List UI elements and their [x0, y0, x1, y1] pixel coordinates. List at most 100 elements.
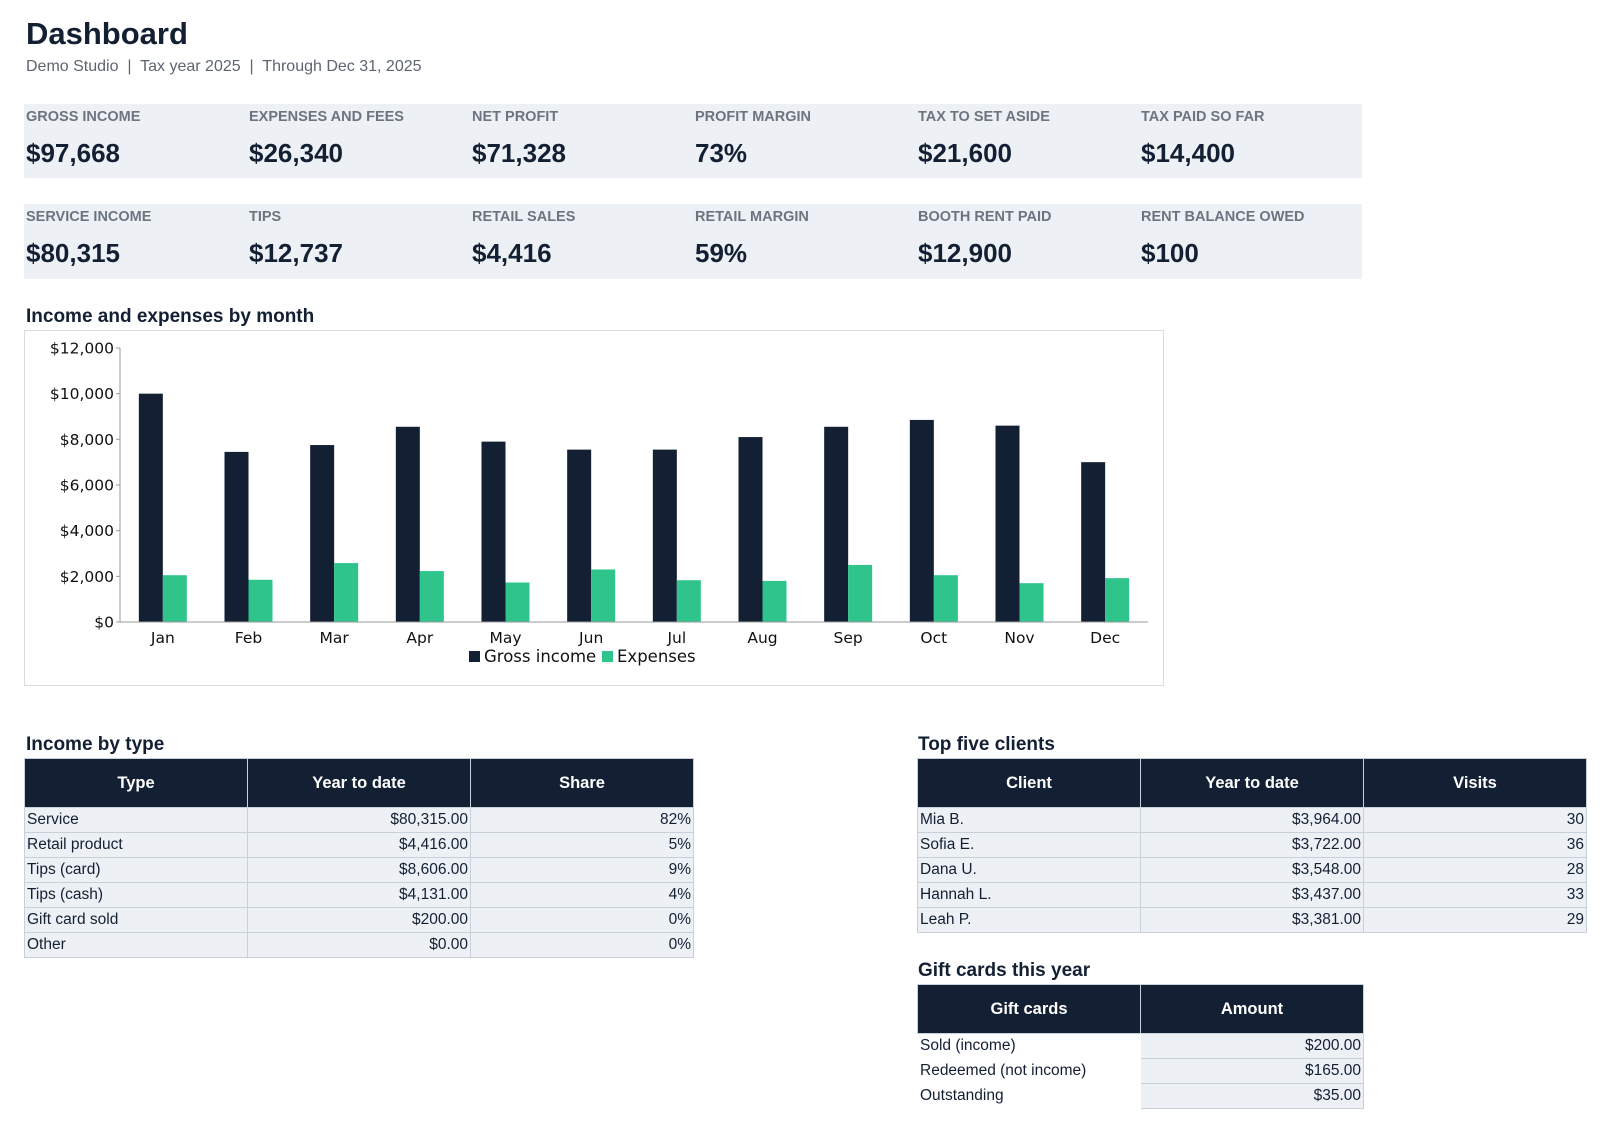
kpi-label: PROFIT MARGIN	[695, 109, 811, 125]
table-cell: Retail product	[24, 832, 248, 858]
table-row: Retail product $4,416.00 5%	[24, 832, 694, 858]
table-row: Tips (cash) $4,131.00 4%	[24, 882, 694, 908]
y-tick-label: $4,000	[60, 522, 114, 540]
bar-gross-income-nov	[995, 425, 1020, 622]
bar-gross-income-jul	[652, 449, 677, 622]
kpi-label: RETAIL MARGIN	[695, 209, 809, 225]
table-cell: $0.00	[247, 932, 471, 958]
table-row: Other $0.00 0%	[24, 932, 694, 958]
bar-gross-income-jan	[138, 393, 163, 622]
kpi-label: RENT BALANCE OWED	[1141, 209, 1305, 225]
table-cell: Hannah L.	[917, 882, 1141, 908]
table-cell: $4,131.00	[247, 882, 471, 908]
bar-expenses-feb	[248, 579, 273, 622]
table-cell: Mia B.	[917, 807, 1141, 833]
table-header-row: Gift cards Amount	[917, 984, 1364, 1034]
table-cell: Leah P.	[917, 907, 1141, 933]
table-row: Leah P. $3,381.00 29	[917, 907, 1587, 933]
bar-expenses-jan	[162, 575, 187, 622]
y-tick-label: $0	[94, 614, 114, 632]
column-header: Year to date	[1140, 758, 1364, 808]
x-tick-label: Feb	[235, 629, 262, 647]
table-cell: 33	[1363, 882, 1587, 908]
x-tick-label: Oct	[920, 629, 947, 647]
bar-expenses-aug	[762, 580, 787, 622]
table-row: Sofia E. $3,722.00 36	[917, 832, 1587, 858]
table-cell: Redeemed (not income)	[917, 1058, 1141, 1084]
bar-gross-income-mar	[310, 445, 335, 622]
kpi-value: $14,400	[1141, 138, 1235, 168]
table-cell: 30	[1363, 807, 1587, 833]
table-header-row: Type Year to date Share	[24, 758, 694, 808]
bar-gross-income-jun	[567, 449, 592, 622]
gift-cards-table: Gift cards Amount Sold (income) $200.00 Red…	[917, 984, 1364, 1109]
x-tick-label: Nov	[1004, 629, 1034, 647]
table-cell: $8,606.00	[247, 857, 471, 883]
table-cell: 9%	[470, 857, 694, 883]
table-row: Hannah L. $3,437.00 33	[917, 882, 1587, 908]
chart-legend: Gross income Expenses	[469, 647, 696, 666]
y-axis-ticks: $0 $2,000 $4,000 $6,000 $8,000 $10,000 $12,000	[50, 340, 120, 632]
page-title: Dashboard	[26, 16, 188, 51]
column-header: Type	[24, 758, 248, 808]
kpi-row-breakdown: SERVICE INCOME $80,315 TIPS $12,737 RETA…	[24, 204, 1362, 279]
table-cell: 82%	[470, 807, 694, 833]
table-row: Mia B. $3,964.00 30	[917, 807, 1587, 833]
table-cell: Other	[24, 932, 248, 958]
table-cell: $3,381.00	[1140, 907, 1364, 933]
kpi-value: $71,328	[472, 138, 566, 168]
kpi-label: NET PROFIT	[472, 109, 559, 125]
table-cell: 4%	[470, 882, 694, 908]
y-tick-label: $6,000	[60, 477, 114, 495]
table-row: Tips (card) $8,606.00 9%	[24, 857, 694, 883]
x-axis-ticks: Jan Feb Mar Apr May Jun Jul Aug Sep Oct Nov Dec	[150, 629, 1120, 647]
bar-expenses-nov	[1019, 583, 1044, 622]
kpi-label: TIPS	[249, 209, 282, 225]
table-cell: $165.00	[1140, 1058, 1364, 1084]
table-cell: 5%	[470, 832, 694, 858]
x-tick-label: Aug	[747, 629, 777, 647]
income-expenses-chart: $0 $2,000 $4,000 $6,000 $8,000 $10,000 $12,000…	[24, 330, 1164, 686]
chart-title: Income and expenses by month	[26, 306, 315, 327]
bar-expenses-apr	[419, 571, 444, 622]
top-clients-table: Client Year to date Visits Mia B. $3,964.00…	[917, 758, 1587, 933]
x-tick-label: Sep	[834, 629, 863, 647]
kpi-label: TAX TO SET ASIDE	[918, 109, 1050, 125]
table-row: Redeemed (not income) $165.00	[917, 1058, 1364, 1084]
bar-expenses-jul	[676, 580, 701, 622]
bar-expenses-may	[505, 582, 530, 622]
table-row: Service $80,315.00 82%	[24, 807, 694, 833]
x-tick-label: Apr	[406, 629, 433, 647]
page-subtitle: Demo Studio | Tax year 2025 | Through De…	[26, 58, 422, 75]
chart-bars	[138, 393, 1130, 622]
kpi-value: $80,315	[26, 238, 120, 268]
x-tick-label: Jul	[666, 629, 686, 647]
table-cell: Sofia E.	[917, 832, 1141, 858]
table-cell: $3,548.00	[1140, 857, 1364, 883]
kpi-row-summary: GROSS INCOME $97,668 EXPENSES AND FEES $…	[24, 104, 1362, 178]
column-header: Gift cards	[917, 984, 1141, 1034]
table-cell: $200.00	[1140, 1033, 1364, 1059]
kpi-label: TAX PAID SO FAR	[1141, 109, 1265, 125]
kpi-value: $97,668	[26, 138, 120, 168]
legend-swatch	[469, 651, 480, 662]
bar-expenses-mar	[334, 563, 359, 622]
kpi-label: RETAIL SALES	[472, 209, 576, 225]
table-cell: $3,722.00	[1140, 832, 1364, 858]
table-cell: Tips (cash)	[24, 882, 248, 908]
table-cell: Tips (card)	[24, 857, 248, 883]
income-by-type-table: Type Year to date Share Service $80,315.00 8…	[24, 758, 694, 958]
bar-gross-income-feb	[224, 451, 249, 622]
kpi-value: $100	[1141, 238, 1199, 268]
column-header: Client	[917, 758, 1141, 808]
table-cell: 29	[1363, 907, 1587, 933]
bar-gross-income-aug	[738, 437, 763, 622]
table-cell: $200.00	[247, 907, 471, 933]
kpi-label: EXPENSES AND FEES	[249, 109, 404, 125]
table-cell: Dana U.	[917, 857, 1141, 883]
column-header: Visits	[1363, 758, 1587, 808]
kpi-value: 73%	[695, 138, 748, 168]
y-tick-label: $8,000	[60, 431, 114, 449]
table-cell: Service	[24, 807, 248, 833]
x-tick-label: May	[489, 629, 521, 647]
